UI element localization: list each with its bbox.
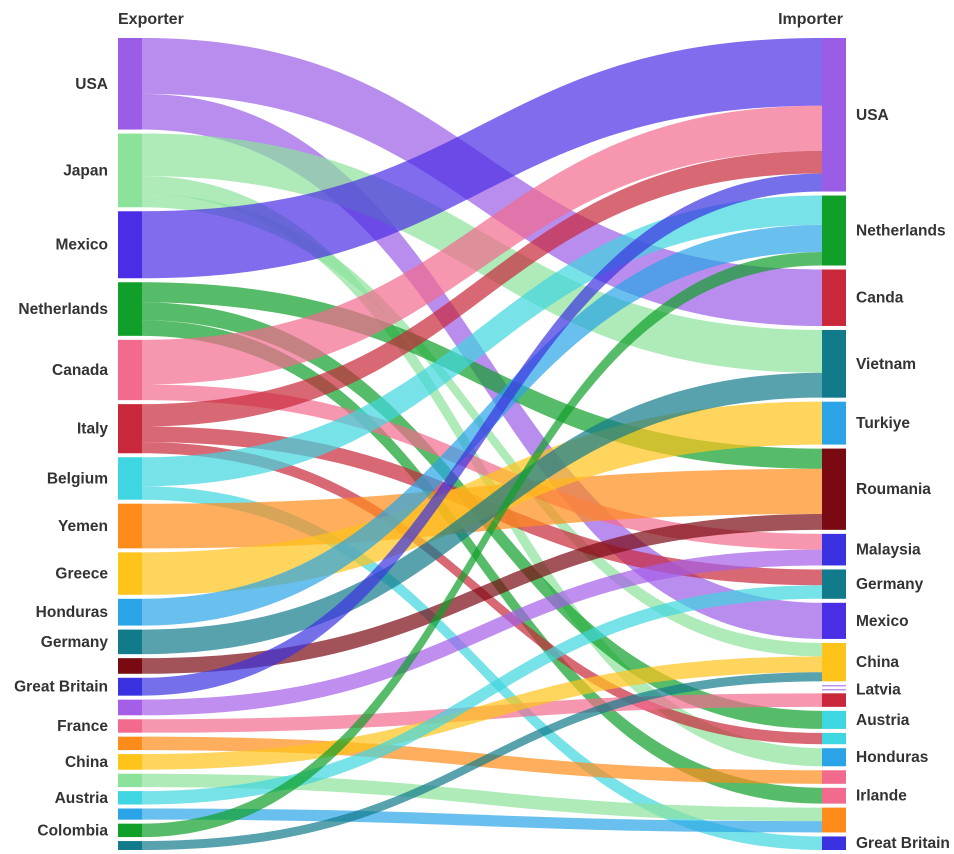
importer-node-unnamed-pink: [822, 770, 846, 784]
exporter-label-mexico: Mexico: [55, 237, 108, 254]
exporter-node-canada: [118, 339, 142, 401]
flow-great-britain-to-usa: [142, 173, 822, 696]
exporter-label-canada: Canada: [52, 362, 108, 379]
importer-node-unnamed-cyan: [822, 732, 846, 745]
importer-node-germany: [822, 569, 846, 599]
exporter-node-italy: [118, 404, 142, 454]
exporter-node-netherlands: [118, 282, 142, 336]
flow-china-to-china: [142, 656, 822, 770]
importer-node-malaysia: [822, 533, 846, 566]
importer-node-latvia: [822, 689, 846, 691]
importer-label-mexico: Mexico: [856, 613, 909, 630]
importer-label-roumania: Roumania: [856, 481, 931, 498]
exporter-node-france: [118, 719, 142, 733]
exporter-node-germany: [118, 629, 142, 655]
flow-belgium-to-netherlands: [142, 195, 822, 487]
flow-belgium-to-great-britain: [142, 486, 822, 850]
exporter-label-japan: Japan: [63, 162, 108, 179]
importer-node-turkiye: [822, 401, 846, 445]
importer-label-netherlands: Netherlands: [856, 223, 946, 240]
flow-honduras-to-netherlands: [142, 224, 822, 626]
importer-label-canda: Canda: [856, 290, 904, 307]
importer-node-mexico: [822, 602, 846, 639]
exporter-node-unnamed-teal: [118, 841, 142, 850]
flow-mexico-to-usa: [142, 38, 822, 279]
importer-label-usa: USA: [856, 107, 889, 124]
exporter-node-great-britain: [118, 677, 142, 696]
importer-node-austria: [822, 710, 846, 729]
exporter-label-honduras: Honduras: [36, 604, 108, 621]
exporter-label-italy: Italy: [77, 421, 108, 438]
exporter-label-austria: Austria: [55, 790, 109, 807]
flow-germany-to-vietnam: [142, 372, 822, 655]
exporter-header: Exporter: [118, 11, 184, 28]
flow-unnamed-purple-to-malaysia: [142, 549, 822, 716]
importer-node-irlande: [822, 787, 846, 804]
exporter-node-honduras: [118, 598, 142, 626]
exporter-label-belgium: Belgium: [47, 470, 108, 487]
exporter-label-china: China: [65, 754, 108, 771]
flow-colombia-to-netherlands: [142, 251, 822, 838]
exporter-node-unnamed-blue: [118, 808, 142, 820]
flow-netherlands-to-irlande: [142, 320, 822, 804]
importer-node-canda: [822, 269, 846, 326]
flow-canada-to-malaysia: [142, 384, 822, 550]
exporter-node-unnamed-light-green: [118, 773, 142, 788]
exporter-node-unnamed-dark-red: [118, 658, 142, 674]
flow-greece-to-turkiye: [142, 401, 822, 595]
exporter-node-yemen: [118, 503, 142, 549]
importer-label-malaysia: Malaysia: [856, 542, 921, 559]
exporter-node-greece: [118, 552, 142, 595]
exporter-node-usa: [118, 38, 142, 130]
exporter-node-unnamed-orange: [118, 736, 142, 751]
importer-label-turkiye: Turkiye: [856, 415, 910, 432]
importer-label-latvia: Latvia: [856, 681, 901, 698]
flow-unnamed-dark-red-to-roumania: [142, 514, 822, 674]
importer-node-honduras: [822, 748, 846, 767]
exporter-label-france: France: [57, 718, 108, 735]
flow-netherlands-to-roumania: [142, 282, 822, 469]
exporter-node-austria: [118, 791, 142, 805]
flow-unnamed-light-green-to-unnamed-orange: [142, 773, 822, 822]
importer-label-china: China: [856, 654, 899, 671]
importer-label-vietnam: Vietnam: [856, 356, 916, 373]
flow-austria-to-germany: [142, 585, 822, 805]
node-labels: USA Japan Mexico Netherlands Canada Italy Belg…: [14, 76, 950, 852]
exporter-node-unnamed-purple: [118, 699, 142, 716]
exporter-node-mexico: [118, 211, 142, 279]
flow-links: [142, 38, 822, 850]
exporter-label-yemen: Yemen: [58, 518, 108, 535]
flow-canada-to-usa: [142, 105, 822, 385]
importer-label-austria: Austria: [856, 712, 910, 729]
exporter-node-japan: [118, 133, 142, 208]
exporter-node-belgium: [118, 457, 142, 500]
importer-node-roumania: [822, 448, 846, 530]
importer-label-honduras: Honduras: [856, 749, 928, 766]
exporter-label-germany: Germany: [41, 634, 109, 651]
importer-node-unnamed-red: [822, 693, 846, 707]
exporter-node-colombia: [118, 823, 142, 838]
flow-unnamed-teal-to-china: [142, 672, 822, 850]
importer-node-china: [822, 642, 846, 682]
importer-label-irlande: Irlande: [856, 788, 907, 805]
exporter-label-great-britain: Great Britain: [14, 679, 108, 696]
exporter-label-colombia: Colombia: [37, 822, 108, 839]
flow-italy-to-usa: [142, 150, 822, 427]
flow-unnamed-blue-to-unnamed-orange: [142, 808, 822, 833]
importer-header: Importer: [778, 11, 843, 28]
importer-label-great-britain: Great Britain: [856, 835, 950, 852]
importer-node-unnamed-orange: [822, 807, 846, 833]
importer-node-usa: [822, 38, 846, 192]
importer-node-netherlands: [822, 195, 846, 266]
importer-node-great-britain: [822, 836, 846, 850]
exporter-node-china: [118, 754, 142, 770]
importer-node-unnamed-purple: [822, 685, 846, 687]
exporter-label-greece: Greece: [55, 566, 108, 583]
importer-label-germany: Germany: [856, 576, 924, 593]
exporter-label-usa: USA: [75, 76, 108, 93]
importer-node-vietnam: [822, 329, 846, 398]
exporter-label-netherlands: Netherlands: [18, 301, 108, 318]
nodes: [118, 38, 846, 850]
